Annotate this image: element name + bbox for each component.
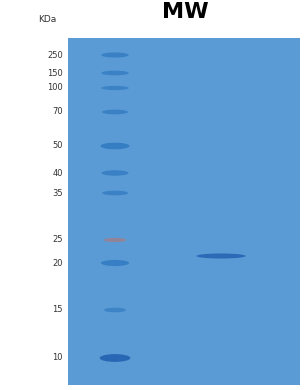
Text: 50: 50 (52, 142, 63, 151)
Text: 150: 150 (47, 69, 63, 78)
Ellipse shape (104, 308, 126, 312)
Ellipse shape (102, 191, 128, 195)
Ellipse shape (101, 260, 129, 266)
Text: 25: 25 (52, 236, 63, 245)
Ellipse shape (196, 254, 246, 259)
Ellipse shape (101, 71, 129, 75)
Text: 250: 250 (47, 50, 63, 60)
Text: 70: 70 (52, 108, 63, 117)
Text: 15: 15 (52, 305, 63, 314)
Ellipse shape (102, 110, 128, 114)
Text: 35: 35 (52, 188, 63, 197)
Ellipse shape (103, 238, 126, 242)
Ellipse shape (100, 143, 130, 149)
Text: 40: 40 (52, 168, 63, 177)
Text: 20: 20 (52, 259, 63, 268)
Ellipse shape (101, 86, 129, 90)
Ellipse shape (100, 354, 130, 362)
Ellipse shape (101, 53, 129, 58)
Text: KDa: KDa (38, 16, 56, 25)
FancyBboxPatch shape (68, 38, 300, 385)
Text: 10: 10 (52, 353, 63, 362)
Ellipse shape (102, 170, 129, 176)
Text: 100: 100 (47, 83, 63, 92)
Text: MW: MW (162, 2, 208, 22)
